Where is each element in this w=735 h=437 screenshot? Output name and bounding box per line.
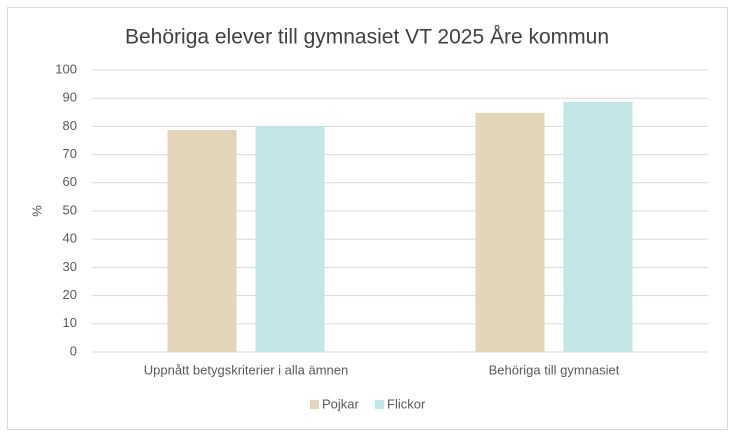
bar bbox=[475, 112, 545, 352]
y-tick-label: 80 bbox=[63, 118, 77, 133]
legend-swatch bbox=[310, 400, 319, 409]
bar bbox=[255, 126, 325, 352]
y-tick-label: 60 bbox=[63, 174, 77, 189]
y-tick-label: 30 bbox=[63, 259, 77, 274]
bar bbox=[563, 101, 633, 352]
y-tick-label: 20 bbox=[63, 287, 77, 302]
legend-label: Flickor bbox=[387, 396, 426, 411]
y-tick-label: 100 bbox=[55, 61, 77, 76]
y-tick-label: 50 bbox=[63, 202, 77, 217]
x-tick-label: Behöriga till gymnasiet bbox=[489, 362, 620, 377]
y-tick-label: 70 bbox=[63, 146, 77, 161]
legend-swatch bbox=[375, 400, 384, 409]
y-tick-label: 10 bbox=[63, 315, 77, 330]
y-axis-label: % bbox=[29, 205, 44, 217]
bar bbox=[167, 130, 237, 352]
y-tick-label: 0 bbox=[70, 343, 77, 358]
legend-label: Pojkar bbox=[322, 396, 360, 411]
y-tick-label: 90 bbox=[63, 90, 77, 105]
y-tick-label: 40 bbox=[63, 231, 77, 246]
x-tick-label: Uppnått betygskriterier i alla ämnen bbox=[144, 362, 349, 377]
chart-title: Behöriga elever till gymnasiet VT 2025 Å… bbox=[125, 26, 609, 49]
